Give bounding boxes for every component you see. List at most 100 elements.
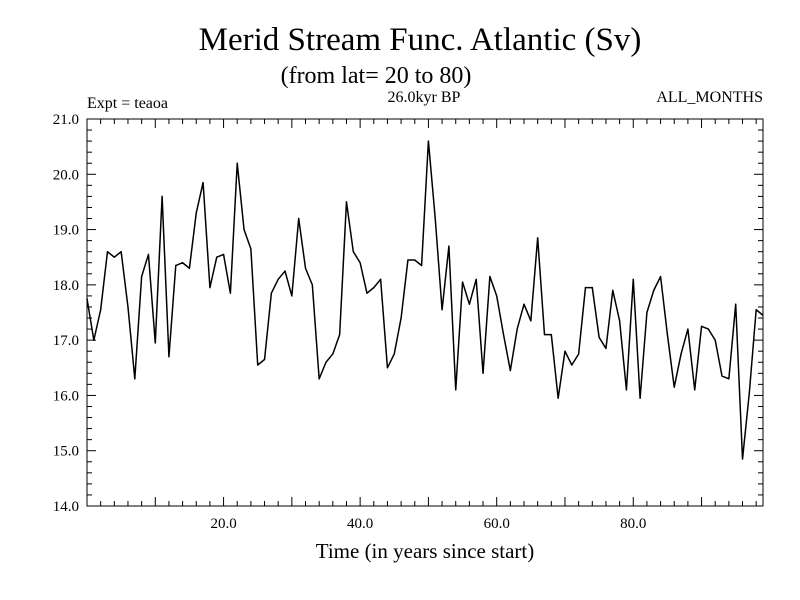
data-point	[482, 372, 484, 374]
data-point	[120, 251, 122, 253]
data-point	[202, 181, 204, 184]
data-point	[188, 267, 191, 269]
data-point	[448, 245, 450, 247]
data-point	[106, 251, 109, 253]
data-point	[373, 287, 375, 289]
data-point	[639, 397, 641, 399]
data-point	[714, 339, 716, 341]
axis-tick-labels: 20.0 40.0 60.0 80.0 14.0 15.0 16.0 17.0 18.0 19.0…	[53, 112, 647, 532]
data-point	[755, 309, 757, 311]
data-points	[86, 140, 764, 460]
series-line	[86, 140, 764, 460]
period-label: 26.0kyr BP	[388, 89, 461, 106]
data-point	[113, 256, 115, 258]
data-point	[475, 278, 477, 280]
y-tick-label: 18.0	[53, 278, 79, 294]
data-point	[653, 289, 655, 291]
data-point	[619, 320, 621, 322]
data-point	[407, 259, 409, 261]
data-point	[632, 278, 634, 280]
data-point	[461, 281, 464, 283]
data-point	[455, 389, 457, 391]
y-tick-label: 20.0	[53, 167, 79, 183]
data-point	[728, 378, 730, 380]
data-point	[673, 386, 675, 388]
data-point	[468, 303, 470, 305]
data-point	[605, 347, 607, 350]
data-point	[748, 392, 750, 394]
data-point	[222, 253, 225, 256]
data-point	[168, 356, 170, 358]
data-point	[427, 140, 430, 142]
data-point	[257, 364, 259, 366]
data-point	[537, 237, 539, 239]
data-point	[414, 259, 416, 261]
data-point	[625, 389, 628, 391]
data-point	[304, 267, 307, 269]
data-point	[298, 217, 300, 220]
data-point	[134, 378, 136, 380]
y-tick-label: 17.0	[53, 333, 79, 349]
plot-frame	[86, 118, 764, 507]
chart-subtitle: (from lat= 20 to 80)	[281, 63, 472, 89]
data-point	[263, 358, 266, 361]
data-point	[612, 289, 614, 291]
data-point	[578, 353, 580, 355]
data-point	[318, 378, 320, 380]
data-point	[523, 303, 525, 305]
data-point	[646, 311, 648, 314]
data-point	[291, 295, 293, 297]
data-point	[195, 212, 197, 214]
data-point	[571, 364, 573, 366]
data-point	[141, 275, 143, 278]
chart-title: Merid Stream Func. Atlantic (Sv)	[199, 22, 642, 58]
data-point	[400, 317, 402, 319]
data-point	[496, 295, 498, 297]
data-point	[735, 303, 737, 305]
data-point	[154, 342, 156, 344]
data-point	[380, 278, 382, 280]
data-point	[393, 353, 395, 355]
experiment-label: Expt = teaoa	[87, 95, 168, 112]
data-point	[420, 264, 423, 267]
data-point	[564, 350, 566, 352]
x-tick-label: 80.0	[620, 516, 646, 532]
data-point	[659, 275, 662, 278]
x-tick-label: 60.0	[484, 516, 510, 532]
data-point	[161, 195, 163, 197]
data-point	[386, 367, 389, 369]
data-point	[741, 458, 744, 460]
data-point	[181, 262, 184, 264]
data-point	[352, 251, 354, 253]
y-tick-label: 21.0	[53, 112, 79, 128]
data-point	[557, 397, 559, 399]
axis-ticks	[87, 119, 763, 506]
data-point	[687, 328, 689, 330]
data-point	[694, 389, 696, 391]
data-point	[325, 361, 327, 363]
data-point	[502, 334, 505, 336]
data-point	[270, 292, 272, 294]
data-point	[516, 328, 518, 330]
data-point	[591, 287, 593, 289]
data-point	[332, 353, 334, 355]
data-point	[359, 262, 361, 264]
data-point	[345, 201, 348, 203]
data-point	[243, 228, 245, 231]
data-point	[229, 292, 231, 294]
data-point	[509, 369, 511, 372]
data-point	[489, 275, 491, 278]
data-point	[236, 162, 238, 164]
data-point	[441, 309, 443, 311]
data-point	[209, 287, 211, 289]
data-point	[584, 287, 587, 289]
data-point	[434, 217, 436, 220]
data-point	[598, 336, 600, 338]
data-point	[93, 339, 95, 341]
data-point	[543, 334, 546, 336]
data-point	[147, 253, 150, 256]
data-point	[311, 284, 313, 286]
data-point	[680, 353, 682, 355]
data-point	[707, 328, 709, 330]
data-point	[127, 306, 129, 308]
